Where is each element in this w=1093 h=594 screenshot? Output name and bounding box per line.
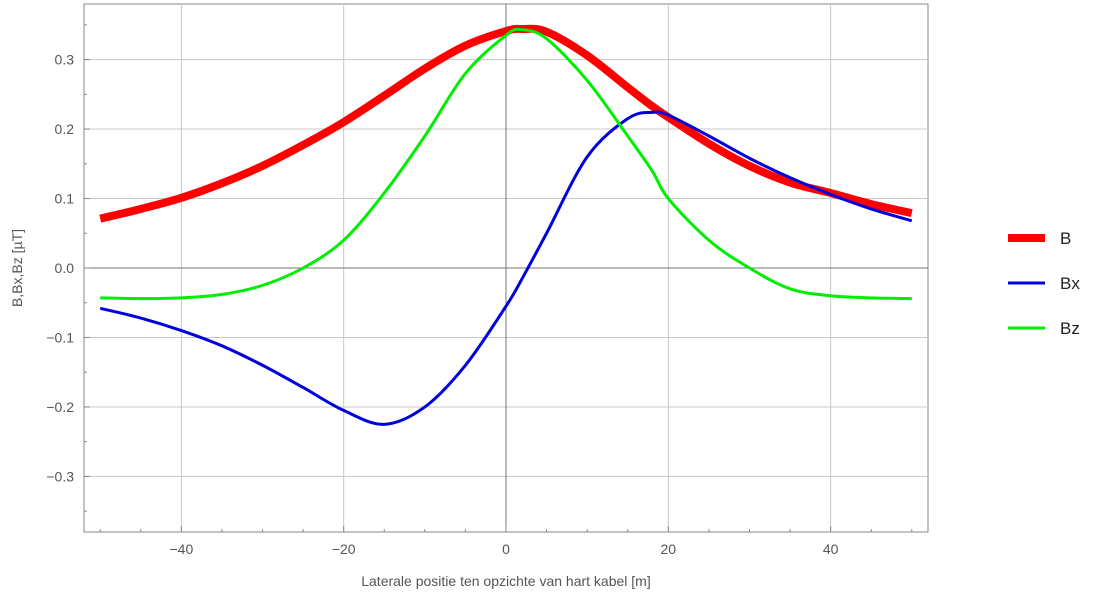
x-tick-label: 0 — [502, 541, 510, 557]
series-layer — [99, 24, 913, 426]
y-tick-label: 0.2 — [55, 121, 75, 137]
legend-label-bx: Bx — [1060, 274, 1080, 293]
y-tick-label: 0.1 — [55, 191, 75, 207]
y-tick-label: −0.3 — [46, 468, 74, 484]
tick-marks — [84, 24, 913, 532]
y-tick-labels: −0.3 −0.2 −0.1 0.0 0.1 0.2 0.3 — [46, 52, 74, 485]
legend: B Bx Bz — [1008, 229, 1080, 338]
y-tick-label: −0.1 — [46, 329, 74, 345]
y-tick-label: 0.3 — [55, 52, 75, 68]
legend-label-bz: Bz — [1060, 319, 1080, 338]
x-tick-label: −20 — [332, 541, 356, 557]
x-tick-label: 20 — [661, 541, 677, 557]
legend-label-b: B — [1060, 229, 1071, 248]
x-axis-title: Laterale positie ten opzichte van hart k… — [361, 573, 651, 589]
x-tick-label: 40 — [823, 541, 839, 557]
axis-zero-lines — [84, 4, 928, 532]
y-tick-label: 0.0 — [55, 260, 75, 276]
x-tick-label: −40 — [170, 541, 194, 557]
series-line-bz — [100, 27, 912, 301]
y-axis-title: B,Bx,Bz [µT] — [9, 229, 25, 307]
x-tick-labels: −40 −20 0 20 40 — [170, 541, 839, 557]
series-line-bx — [99, 110, 913, 426]
y-tick-label: −0.2 — [46, 399, 74, 415]
